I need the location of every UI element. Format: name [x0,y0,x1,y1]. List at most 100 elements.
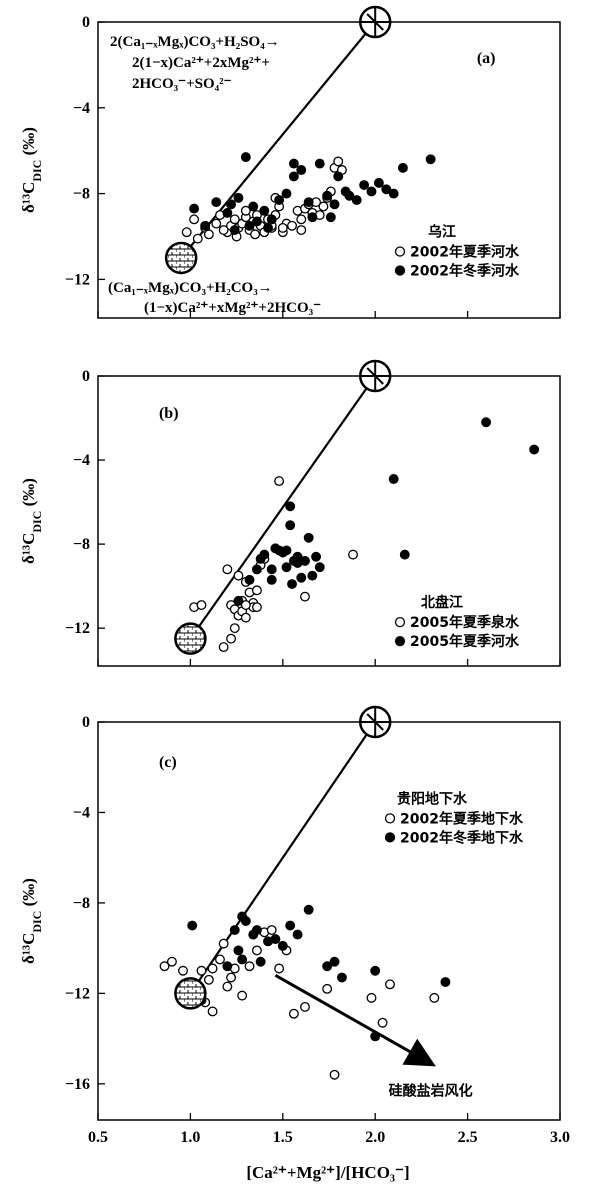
open-point [287,220,297,231]
filled-point [266,214,277,225]
filled-point [440,977,451,988]
filled-point [351,195,362,205]
filled-point [187,920,198,931]
open-point [229,623,240,634]
filled-point [229,225,240,236]
filled-point [222,207,233,218]
open-point [207,1006,218,1017]
filled-point [288,158,299,169]
open-point [222,981,233,992]
filled-point [292,929,303,940]
open-point [333,156,344,167]
filled-point [397,162,408,173]
filled-point [281,545,292,556]
filled-point [399,549,410,560]
plot-frame [97,375,561,667]
filled-point [425,154,436,165]
filled-point [226,199,237,210]
legend-marker [394,265,406,276]
filled-point [251,216,262,227]
panel-label: (a) [477,50,496,67]
filled-point [266,574,277,585]
x-tick-label: 2.5 [458,1129,478,1146]
legend-entry: 2002年冬季地下水 [400,829,524,846]
filled-point [244,574,255,585]
legend-entry: 2002年夏季河水 [410,243,520,260]
open-point [366,992,377,1003]
filled-point [251,564,262,575]
open-point [274,476,285,487]
open-point [277,222,288,233]
legend-title: 北盘江 [421,594,463,611]
open-point [251,585,262,596]
open-point [226,972,237,983]
filled-point [322,190,333,201]
filled-point [366,186,377,197]
y-tick-label: −4 [73,100,90,117]
open-point [237,990,248,1001]
y-tick-label: 0 [82,368,90,385]
y-tick-label: −12 [65,620,90,637]
x-tick-label: 3.0 [550,1129,570,1146]
chart-panel-1: 0 −4 −8 −12 δ¹³CDIC (‰) (a) 乌江 2002年夏季河水 2002年冬季… [19,5,561,319]
chart-panel-3: 0 −4 −8 −12 −16 0.5 1.0 1.5 2.0 2.5 3.0 δ¹³CDIC (‰)… [19,705,570,1146]
open-point [181,227,192,238]
y-axis-label: δ¹³CDIC (‰) [19,127,44,213]
x-tick-label: 1.0 [180,1129,200,1146]
endmember-cross-icon [360,7,391,37]
open-point [266,925,277,935]
filled-point [336,972,347,983]
filled-point [344,190,355,201]
plot-frame [97,721,561,1121]
open-point [296,214,307,225]
open-point [244,961,255,972]
equation-top-line: 2(1−x)Ca²⁺+2xMg²⁺+ [132,55,270,71]
filled-point [222,961,233,972]
filled-point [370,965,381,976]
filled-point [266,564,277,575]
open-point [329,1069,340,1080]
open-point [233,570,244,581]
open-point [203,229,214,240]
y-tick-label: −4 [73,452,90,469]
filled-point [314,562,325,573]
open-point [211,218,222,229]
filled-point [285,501,296,512]
filled-point [285,520,296,531]
y-tick-label: −8 [73,536,90,553]
x-tick-label: 0.5 [88,1129,108,1146]
open-point [159,961,170,972]
y-tick-label: 0 [82,714,90,731]
mixing-line [180,21,377,259]
filled-point [303,532,314,543]
filled-point [373,177,384,188]
open-point [274,963,285,974]
filled-point [296,572,307,583]
filled-point [288,171,299,182]
equation-bottom-line: (Ca₁₋ₓMgₓ)CO₃+H₂CO₃→ [108,280,273,296]
filled-point [325,212,336,223]
filled-point [314,158,325,169]
y-tick-label: 0 [82,14,90,31]
legend-entry: 2005年夏季河水 [410,633,520,650]
legend-title: 乌江 [428,223,456,240]
open-point [166,956,177,967]
filled-point [329,956,340,967]
filled-point [255,553,266,564]
x-tick-label: 2.0 [365,1129,385,1146]
filled-point [529,444,540,455]
filled-point [388,474,399,484]
filled-point [388,188,399,199]
filled-point [292,558,303,568]
y-tick-label: −8 [73,895,90,912]
open-point [240,600,251,611]
open-point [196,965,207,976]
y-axis-label: δ¹³CDIC (‰) [19,878,44,964]
legend-title: 贵阳地下水 [397,790,468,807]
carbonic-endmember-icon [174,622,207,655]
filled-point [481,417,492,428]
open-point [429,992,440,1003]
open-point [288,1008,299,1019]
filled-point [248,201,259,212]
legend-marker [394,246,406,257]
